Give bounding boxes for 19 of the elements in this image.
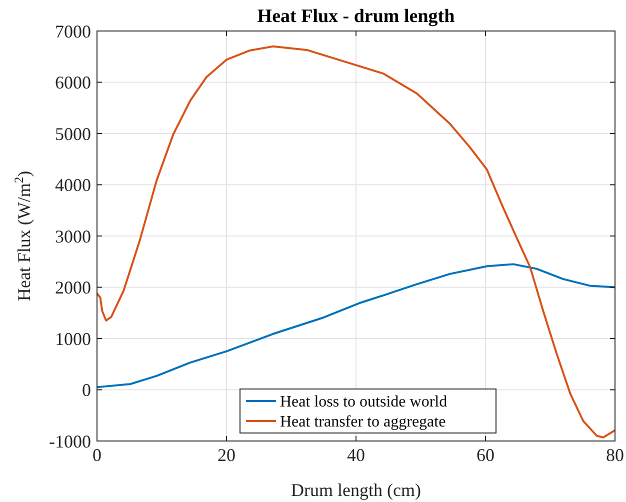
legend-label: Heat transfer to aggregate bbox=[280, 414, 446, 431]
y-tick-label: 6000 bbox=[55, 72, 91, 93]
chart-title: Heat Flux - drum length bbox=[257, 6, 456, 27]
y-tick-label: 3000 bbox=[55, 226, 91, 246]
x-tick-label: 80 bbox=[606, 445, 624, 465]
y-tick-label: 1000 bbox=[55, 328, 91, 349]
legend-label: Heat loss to outside world bbox=[280, 394, 448, 411]
line-series bbox=[96, 45, 616, 438]
x-tick-label: 60 bbox=[476, 445, 494, 465]
x-axis-title: Drum length (cm) bbox=[291, 480, 421, 500]
y-tick-label: 4000 bbox=[55, 175, 91, 196]
y-tick-label: 2000 bbox=[55, 278, 91, 298]
y-tick-label: 5000 bbox=[55, 124, 91, 144]
x-tick-label: 40 bbox=[347, 445, 365, 465]
x-tick-label: 20 bbox=[218, 445, 236, 465]
y-tick-label: 0 bbox=[82, 380, 91, 400]
y-tick-label: 7000 bbox=[55, 21, 91, 42]
line-series bbox=[96, 263, 616, 388]
y-tick-label: -1000 bbox=[49, 431, 91, 452]
